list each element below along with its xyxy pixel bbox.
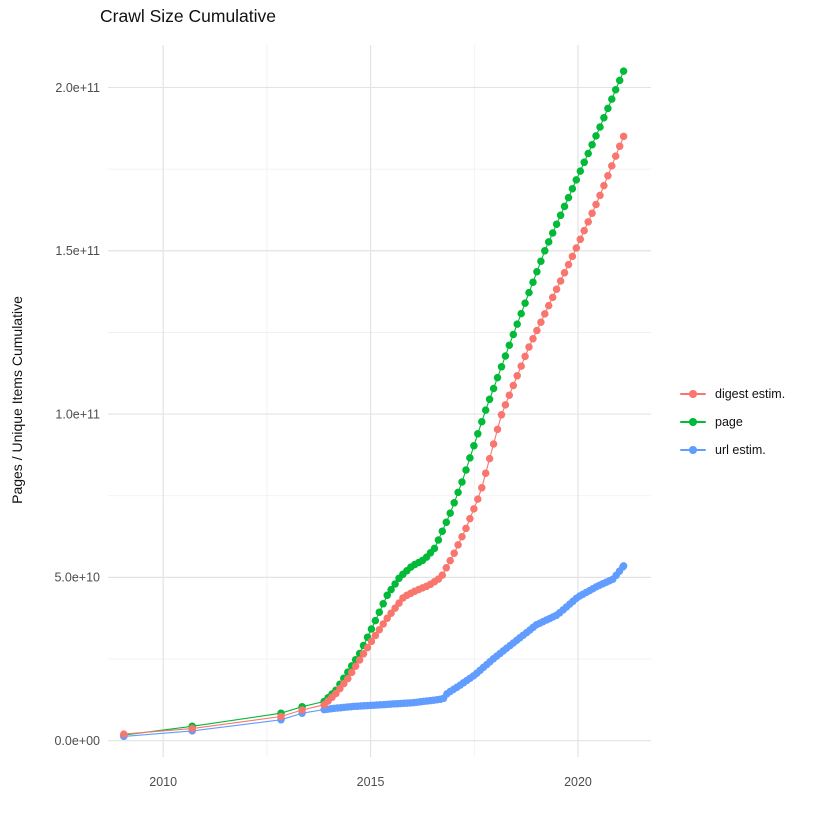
y-tick-label: 1.0e+11 bbox=[55, 407, 100, 421]
y-tick-label: 1.5e+11 bbox=[55, 244, 100, 258]
y-tick-labels: 0.0e+00 5.0e+10 1.0e+11 1.5e+11 2.0e+11 bbox=[54, 81, 100, 748]
series-digest-estim- bbox=[120, 132, 628, 738]
legend-key-url-estim bbox=[680, 437, 706, 463]
grid-minor bbox=[108, 45, 651, 757]
legend-item-url-estim: url estim. bbox=[680, 436, 785, 464]
y-tick-label: 0.0e+00 bbox=[54, 734, 100, 748]
y-tick-label: 2.0e+11 bbox=[55, 81, 100, 95]
legend-item-digest-estim: digest estim. bbox=[680, 380, 785, 408]
legend-key-digest-estim bbox=[680, 381, 706, 407]
legend: digest estim. page url estim. bbox=[680, 380, 785, 464]
series-url-estim- bbox=[120, 562, 628, 741]
legend-point-icon bbox=[689, 418, 697, 426]
y-tick-label: 5.0e+10 bbox=[54, 571, 100, 585]
legend-point-icon bbox=[689, 446, 697, 454]
legend-item-page: page bbox=[680, 408, 785, 436]
legend-label: url estim. bbox=[715, 443, 766, 457]
x-tick-label: 2010 bbox=[149, 775, 177, 789]
legend-point-icon bbox=[689, 390, 697, 398]
x-tick-labels: 2010 2015 2020 bbox=[149, 775, 592, 789]
x-tick-label: 2020 bbox=[564, 775, 592, 789]
grid-major bbox=[108, 45, 651, 757]
chart-title: Crawl Size Cumulative bbox=[100, 6, 277, 26]
legend-label: page bbox=[715, 415, 743, 429]
x-tick-label: 2015 bbox=[357, 775, 385, 789]
legend-label: digest estim. bbox=[715, 387, 786, 401]
legend-key-page bbox=[680, 409, 706, 435]
